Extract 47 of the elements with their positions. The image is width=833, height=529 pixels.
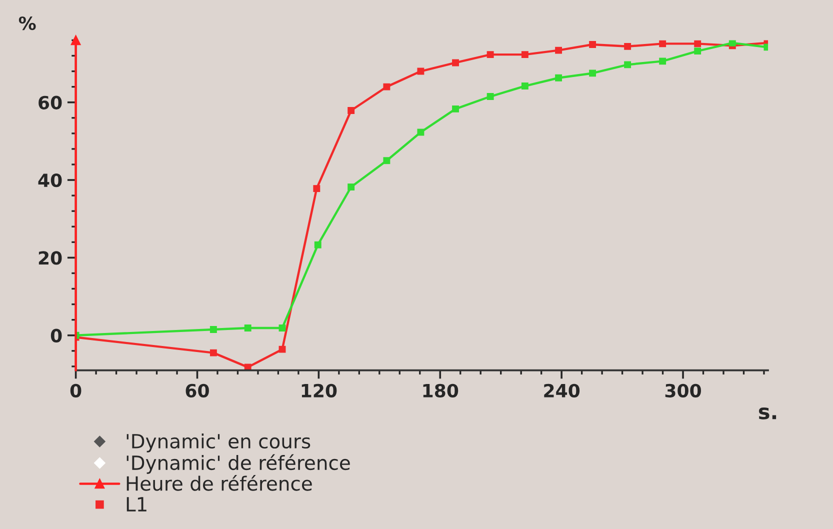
legend-label: L1 xyxy=(126,497,146,512)
point xyxy=(659,58,666,65)
point xyxy=(314,241,322,248)
point xyxy=(417,68,424,75)
point xyxy=(728,40,736,46)
point xyxy=(694,48,702,55)
point xyxy=(624,42,632,50)
point xyxy=(278,346,286,353)
point xyxy=(555,46,562,54)
y-tick-label: 60 xyxy=(38,96,62,110)
point xyxy=(589,41,596,48)
x-axis-title: s. xyxy=(758,407,776,420)
y-axis-title: % xyxy=(18,16,36,30)
point xyxy=(694,40,702,48)
legend-label: 'Dynamic' de référence xyxy=(126,454,350,474)
point xyxy=(383,83,390,90)
x-tick-label: 0 xyxy=(70,384,82,398)
point xyxy=(210,326,217,333)
point xyxy=(589,70,596,77)
point xyxy=(417,128,424,136)
x-tick-label: 60 xyxy=(186,384,209,398)
point xyxy=(278,324,286,332)
point xyxy=(348,107,355,114)
x-tick-label: 120 xyxy=(302,384,337,398)
point xyxy=(555,74,562,82)
point xyxy=(659,40,666,48)
point xyxy=(452,105,459,112)
point xyxy=(313,185,320,192)
y-tick-label: 40 xyxy=(38,173,62,188)
point xyxy=(348,184,355,190)
legend-label: Heure de référence xyxy=(126,475,312,491)
point xyxy=(486,93,494,100)
point xyxy=(210,349,217,356)
x-tick-label: 300 xyxy=(665,384,701,398)
point xyxy=(244,324,252,332)
legend-label: 'Dynamic' en cours xyxy=(126,434,310,452)
point xyxy=(521,51,528,58)
point xyxy=(452,59,459,66)
x-tick-label: 240 xyxy=(544,384,580,398)
point xyxy=(521,82,528,90)
y-tick-label: 0 xyxy=(50,328,62,342)
point xyxy=(383,157,390,164)
y-tick-label: 20 xyxy=(38,251,62,265)
point xyxy=(624,61,632,68)
x-tick-label: 180 xyxy=(423,384,458,398)
point xyxy=(486,51,494,58)
point xyxy=(244,364,252,370)
